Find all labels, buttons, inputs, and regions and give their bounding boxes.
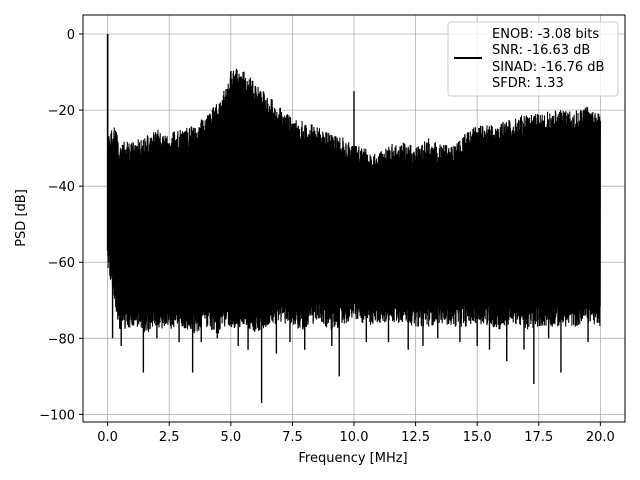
legend-text-sfdr: SFDR: 1.33 (492, 76, 564, 91)
axis-ticks: 0.0 2.5 5.0 7.5 10.0 12.5 15.0 17.5 20.0 0 −20 −40 −… (39, 28, 615, 445)
y-tick-label: −80 (48, 332, 75, 347)
legend-text-sinad: SINAD: -16.76 dB (492, 60, 604, 75)
psd-trace (106, 34, 601, 403)
x-tick-label: 7.5 (282, 430, 303, 445)
x-tick-label: 5.0 (220, 430, 241, 445)
x-tick-label: 17.5 (524, 430, 553, 445)
x-tick-label: 2.5 (159, 430, 180, 445)
y-tick-label: −100 (39, 408, 75, 423)
x-tick-label: 15.0 (463, 430, 492, 445)
x-tick-label: 12.5 (401, 430, 430, 445)
y-tick-label: −40 (48, 180, 75, 195)
y-tick-label: −20 (48, 104, 75, 119)
legend: ENOB: -3.08 bits SNR: -16.63 dB SINAD: -… (447, 21, 619, 97)
legend-text-enob: ENOB: -3.08 bits (492, 27, 599, 42)
legend-text-snr: SNR: -16.63 dB (492, 43, 590, 58)
x-tick-label: 20.0 (586, 430, 615, 445)
x-tick-label: 0.0 (97, 430, 118, 445)
y-tick-label: 0 (67, 28, 75, 43)
legend-box (447, 21, 619, 97)
x-axis-label: Frequency [MHz] (298, 451, 407, 466)
x-tick-label: 10.0 (340, 430, 369, 445)
y-tick-label: −60 (48, 256, 75, 271)
y-axis-label: PSD [dB] (14, 189, 29, 247)
